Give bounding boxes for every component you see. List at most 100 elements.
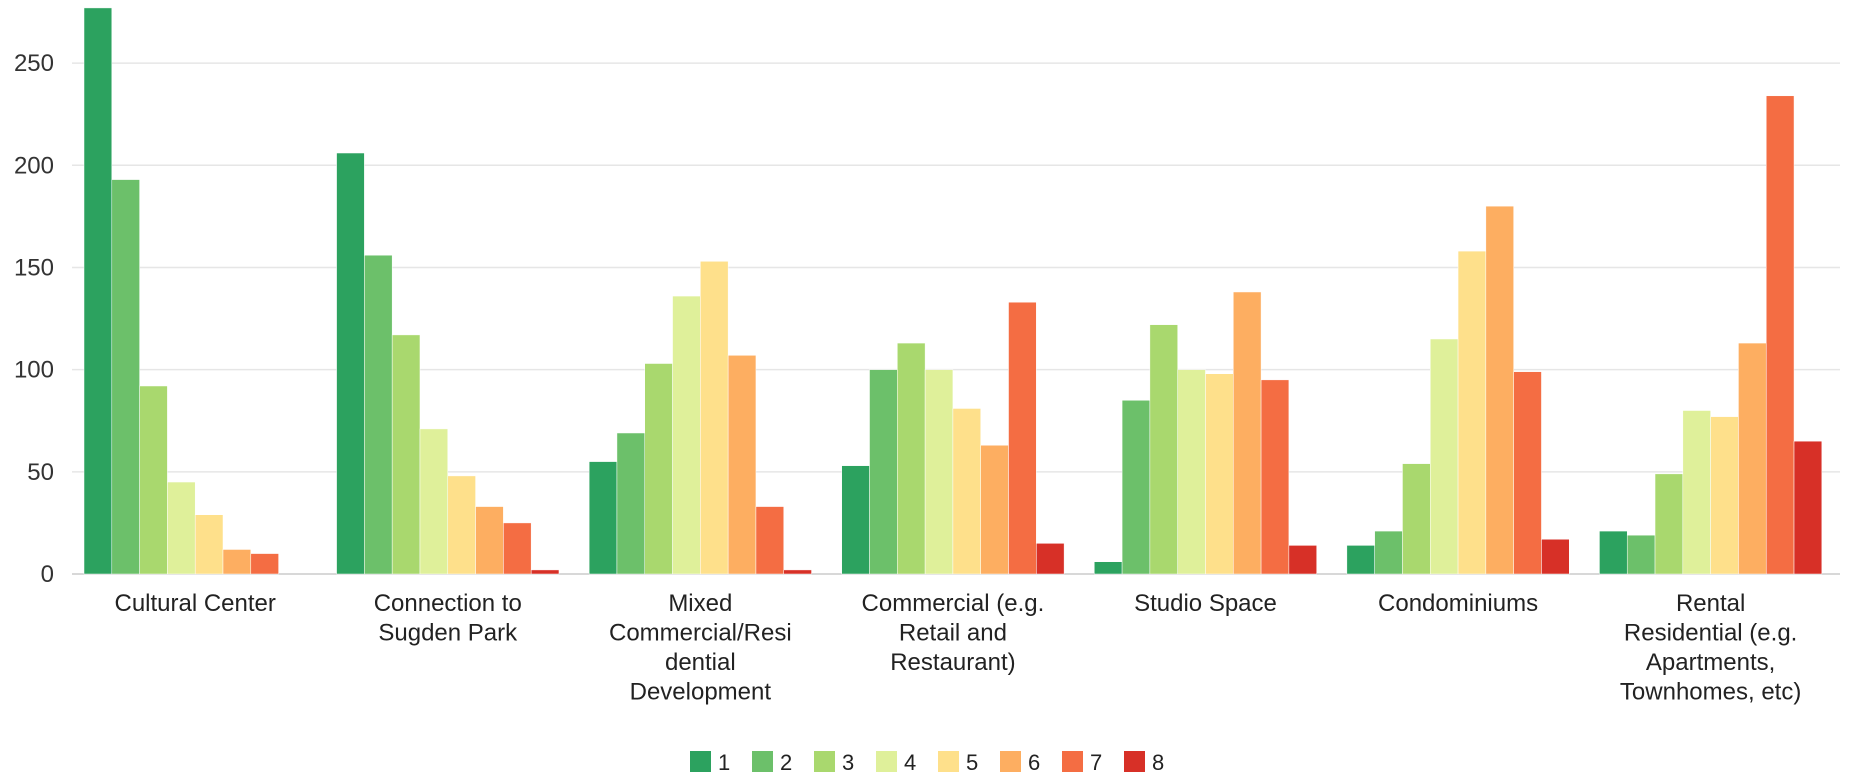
bar-series-7: 133 xyxy=(1008,301,1037,575)
category-label-line: Condominiums xyxy=(1378,590,1538,617)
category-label-line: Townhomes, etc) xyxy=(1620,679,1801,706)
bar-series-2: 100 xyxy=(869,369,898,575)
bar-series-4: 100 xyxy=(1177,369,1206,575)
category-label: Rental Residential (e.g. Apartments, Townho… xyxy=(1620,590,1801,706)
bar-series-5: 158 xyxy=(1457,250,1487,575)
legend-label: 6 xyxy=(1028,750,1040,775)
bar-series-1: 55 xyxy=(588,461,618,575)
category-label-line: Connection to xyxy=(374,590,522,617)
category-label-line: Restaurant) xyxy=(890,649,1015,676)
legend-label: 1 xyxy=(718,750,730,775)
bar-series-5: 81 xyxy=(952,408,981,575)
bar-series-8: 17 xyxy=(1541,539,1570,575)
bar-series-1: 6 xyxy=(1094,561,1123,575)
legend-item-8[interactable]: 8 xyxy=(1124,750,1164,775)
bar-series-1: 206 xyxy=(336,152,365,575)
legend-item-5[interactable]: 5 xyxy=(938,750,978,775)
category-label: Cultural Center xyxy=(114,590,275,617)
bar-series-3: 49 xyxy=(1654,473,1684,575)
bar-series-7: 234 xyxy=(1765,95,1795,575)
bar-series-2: 85 xyxy=(1121,400,1151,575)
x-axis-categories: Cultural Center Connection to Sugden Park M… xyxy=(114,590,1801,706)
bar-series-8: 2 xyxy=(783,569,812,575)
legend-item-7[interactable]: 7 xyxy=(1062,750,1102,775)
bar-series-1: 277 xyxy=(83,7,113,575)
category-label-line: Sugden Park xyxy=(378,620,518,647)
y-tick-label: 150 xyxy=(14,254,54,281)
bar-series-4: 136 xyxy=(672,295,701,575)
category-label: Mixed Commercial/Resi dential Development xyxy=(609,590,792,706)
bar-series-4: 115 xyxy=(1430,338,1459,575)
y-tick-label: 200 xyxy=(14,152,54,179)
category-label-line: Cultural Center xyxy=(114,590,275,617)
bar-series-8: 65 xyxy=(1793,440,1823,575)
bar-series-3: 92 xyxy=(139,385,168,575)
legend-label: 5 xyxy=(966,750,978,775)
bar-series-8: 15 xyxy=(1036,543,1065,575)
category-label-line: Retail and xyxy=(899,620,1007,647)
bar-series-5: 77 xyxy=(1710,416,1739,575)
legend[interactable]: 1 2 3 4 5 6 7 8 xyxy=(690,750,1164,775)
bar-series-7: 10 xyxy=(250,553,279,575)
legend-swatch xyxy=(814,751,835,772)
y-tick-label: 250 xyxy=(14,50,54,77)
category-label-line: dential xyxy=(665,649,736,676)
bar-series-6: 63 xyxy=(980,445,1009,575)
category-label: Commercial (e.g. Retail and Restaurant) xyxy=(862,590,1045,676)
bar-series-7: 25 xyxy=(503,522,532,575)
bar-series-2: 156 xyxy=(364,254,393,575)
legend-label: 7 xyxy=(1090,750,1102,775)
bar-series-5: 29 xyxy=(194,514,224,575)
y-tick-label: 100 xyxy=(14,357,54,384)
legend-label: 4 xyxy=(904,750,916,775)
bar-series-4: 71 xyxy=(419,428,449,575)
bar-series-4: 45 xyxy=(167,481,196,575)
legend-swatch xyxy=(1000,751,1021,772)
bar-series-7: 95 xyxy=(1260,379,1290,575)
bar-series-6: 12 xyxy=(222,549,252,575)
category-label: Condominiums xyxy=(1378,590,1538,617)
bar-series-7: 99 xyxy=(1513,371,1542,575)
legend-swatch xyxy=(1124,751,1145,772)
bars: 2772065553614211931566910085211992117103… xyxy=(83,7,1823,575)
legend-item-1[interactable]: 1 xyxy=(690,750,730,775)
legend-swatch xyxy=(1062,751,1083,772)
bar-series-3: 103 xyxy=(644,363,673,575)
bar-series-2: 19 xyxy=(1626,534,1656,575)
category-label-line: Studio Space xyxy=(1134,590,1277,617)
category-label-line: Rental xyxy=(1676,590,1745,617)
bar-series-5: 153 xyxy=(700,261,729,575)
legend-item-6[interactable]: 6 xyxy=(1000,750,1040,775)
bar-series-6: 33 xyxy=(475,506,504,575)
legend-item-4[interactable]: 4 xyxy=(876,750,916,775)
legend-swatch xyxy=(752,751,773,772)
category-label-line: Residential (e.g. xyxy=(1624,620,1797,647)
bar-series-5: 98 xyxy=(1205,373,1234,575)
legend-item-2[interactable]: 2 xyxy=(752,750,792,775)
bar-series-6: 138 xyxy=(1233,291,1262,575)
category-label-line: Apartments, xyxy=(1646,649,1775,676)
legend-label: 8 xyxy=(1152,750,1164,775)
legend-swatch xyxy=(876,751,897,772)
y-axis-ticks: 0 50 100 150 200 250 xyxy=(14,50,54,588)
y-tick-label: 50 xyxy=(27,459,54,486)
bar-series-4: 100 xyxy=(924,369,954,575)
legend-label: 3 xyxy=(842,750,854,775)
bar-series-5: 48 xyxy=(447,475,476,575)
legend-swatch xyxy=(690,751,711,772)
bar-series-1: 53 xyxy=(841,465,870,575)
bar-series-2: 21 xyxy=(1374,530,1403,575)
category-label-line: Commercial/Resi xyxy=(609,620,792,647)
legend-swatch xyxy=(938,751,959,772)
category-label-line: Commercial (e.g. xyxy=(862,590,1045,617)
bar-series-3: 113 xyxy=(897,342,926,575)
category-label: Studio Space xyxy=(1134,590,1277,617)
legend-label: 2 xyxy=(780,750,792,775)
bar-series-3: 117 xyxy=(391,334,421,575)
legend-item-3[interactable]: 3 xyxy=(814,750,854,775)
category-label: Connection to Sugden Park xyxy=(374,590,522,647)
bar-series-6: 107 xyxy=(727,355,757,575)
bar-series-3: 122 xyxy=(1149,324,1178,575)
bar-series-1: 14 xyxy=(1346,545,1375,575)
